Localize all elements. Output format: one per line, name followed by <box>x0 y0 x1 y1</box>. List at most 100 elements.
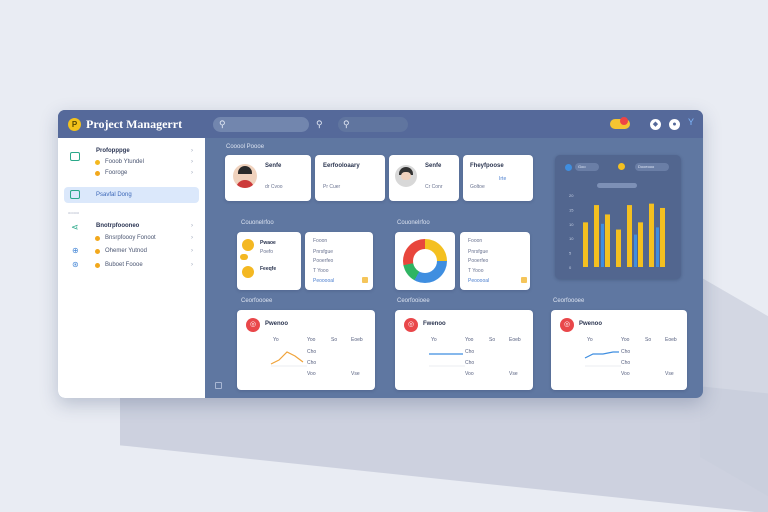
legend-dooeooo: Dooeooo <box>635 163 669 171</box>
chevron-icon[interactable]: › <box>191 170 193 176</box>
info-line: T Yooo <box>468 268 484 274</box>
table-header: Yo <box>273 337 279 343</box>
item-dot-icon <box>95 160 100 165</box>
notification-icon[interactable] <box>610 119 630 129</box>
share-icon: ⋖ <box>71 222 79 232</box>
sidebar-item[interactable]: Fooroge <box>105 170 128 176</box>
sidebar-group-label[interactable]: Profopppge <box>96 148 130 154</box>
bar-goo <box>594 205 599 267</box>
table-cell: Cho <box>621 349 631 355</box>
chevron-icon[interactable]: › <box>191 148 193 154</box>
table-card[interactable]: ◎ Fwenoo Yo Yoo So Eoeb Cho Cho Voo Vse <box>395 310 533 390</box>
help-icon[interactable]: Y <box>688 117 695 127</box>
section-title: Couonelrfoo <box>397 220 430 226</box>
table-cell: Voo <box>307 371 316 377</box>
person-detail: dr Cvoo <box>265 184 283 190</box>
mini-line-chart <box>584 351 621 367</box>
section-title: Cooool Poooe <box>226 144 265 150</box>
sidebar-item[interactable]: Ohemer Yutnod <box>105 248 147 254</box>
search-icon: ⚲ <box>219 119 226 129</box>
bar-chart-panel: Goo Dooeooo 20 15 10 10 5 0 <box>555 155 681 279</box>
info-card[interactable]: Fooon Pnrsfgue Pooerfeo T Yooo Peooooal <box>460 232 530 290</box>
table-card[interactable]: ◎ Pwenoo Yo Yoo So Eoeb Cho Cho Voo Vse <box>551 310 687 390</box>
sidebar-item[interactable]: Fooob Ytundel <box>105 159 144 165</box>
info-link[interactable]: Peooooal <box>313 278 335 284</box>
table-card-title: Pwenoo <box>265 321 289 327</box>
table-header: Yoo <box>465 337 474 343</box>
person-name: Eerfooloaary <box>323 163 360 169</box>
person-detail: Irte <box>499 176 507 182</box>
sidebar-item-active-label: Psavfal Dong <box>96 192 132 198</box>
status-label: Pwaoe <box>260 240 276 246</box>
person-card[interactable]: Fheyfpoose Irte Goltoe <box>463 155 533 201</box>
chevron-icon[interactable]: › <box>191 159 193 165</box>
avatar <box>233 164 257 188</box>
divider-label: ooooo <box>68 210 80 215</box>
person-name: Senfe <box>425 163 442 169</box>
table-cell: Cho <box>307 349 317 355</box>
person-detail: Cr Conr <box>425 184 443 190</box>
status-label: Feeqfe <box>260 266 277 272</box>
chevron-icon[interactable]: › <box>191 248 193 254</box>
chevron-icon[interactable]: › <box>191 235 193 241</box>
bar-goo <box>583 222 588 267</box>
table-cell: Cho <box>307 360 317 366</box>
table-header: Yo <box>587 337 593 343</box>
record-icon: ◎ <box>404 318 418 332</box>
table-header: Yoo <box>307 337 316 343</box>
dashboard-icon <box>70 190 80 199</box>
item-dot-icon <box>95 171 100 176</box>
sidebar-item[interactable]: Buboet Foooe <box>105 262 143 268</box>
record-icon: ◎ <box>560 318 574 332</box>
person-card[interactable]: Senfe Cr Conr <box>389 155 459 201</box>
donut-chart <box>403 239 447 283</box>
person-card[interactable]: Eerfooloaary Pr Cuer <box>315 155 385 201</box>
y-tick-label: 20 <box>569 193 574 198</box>
table-card[interactable]: ◎ Pwenoo Yo Yoo So Eoeb Cho Cho Voo Vse <box>237 310 375 390</box>
sidebar-group-label[interactable]: Bnotrpfoooneo <box>96 223 140 229</box>
chevron-icon[interactable]: › <box>191 262 193 268</box>
status-dot <box>242 266 254 278</box>
calendar-icon[interactable] <box>521 277 527 283</box>
logo-icon: P <box>68 118 81 131</box>
chevron-icon[interactable]: › <box>191 223 193 229</box>
record-icon: ◎ <box>246 318 260 332</box>
y-tick-label: 10 <box>569 236 574 241</box>
calendar-icon[interactable] <box>362 277 368 283</box>
app-title: Project Managerrt <box>86 117 183 131</box>
sidebar: Profopppge › Fooob Ytundel › Fooroge › P… <box>58 138 205 398</box>
checklist-icon <box>70 152 80 161</box>
table-cell: Vse <box>509 371 518 377</box>
donut-card[interactable] <box>395 232 455 290</box>
person-detail: Pr Cuer <box>323 184 341 190</box>
search-icon[interactable]: ⚲ <box>316 119 323 129</box>
legend-dot <box>618 163 625 170</box>
search-input[interactable]: ⚲ <box>213 117 309 132</box>
table-header: Yoo <box>621 337 630 343</box>
bar-dooeooo <box>656 227 659 267</box>
sidebar-item-active[interactable] <box>64 187 199 203</box>
bar-chart: 20 15 10 10 5 0 <box>569 193 665 270</box>
bar-goo <box>638 222 643 267</box>
table-header: So <box>645 337 652 343</box>
info-line: Pnrsfgue <box>468 249 489 255</box>
section-title: Ceorfoooee <box>553 298 585 304</box>
person-card[interactable]: Senfe dr Cvoo <box>225 155 311 201</box>
legend-dot <box>565 164 572 171</box>
settings-icon[interactable] <box>215 382 222 389</box>
bell-icon[interactable]: ◆ <box>650 119 661 130</box>
bar-goo <box>649 203 654 267</box>
table-cell: Voo <box>465 371 474 377</box>
info-link[interactable]: Peooooal <box>468 278 490 284</box>
app-window: P Project Managerrt ⚲ ⚲ ⚲ ◆ ● Y Profoppp… <box>58 110 703 398</box>
table-header: So <box>489 337 496 343</box>
table-header: Eoeb <box>509 337 521 343</box>
search-field-2[interactable]: ⚲ <box>338 117 408 132</box>
info-card[interactable]: Fooon Pnrsfgue Pooerfeo T Yooo Peooooal <box>305 232 373 290</box>
person-name: Fheyfpoose <box>470 163 504 169</box>
bar-goo <box>605 214 610 267</box>
sidebar-item[interactable]: Bnsrpfoooy Fonoot <box>105 235 156 241</box>
status-card[interactable]: Pwaoe Poefo Feeqfe <box>237 232 301 290</box>
item-dot-icon <box>95 236 100 241</box>
info-icon[interactable]: ● <box>669 119 680 130</box>
